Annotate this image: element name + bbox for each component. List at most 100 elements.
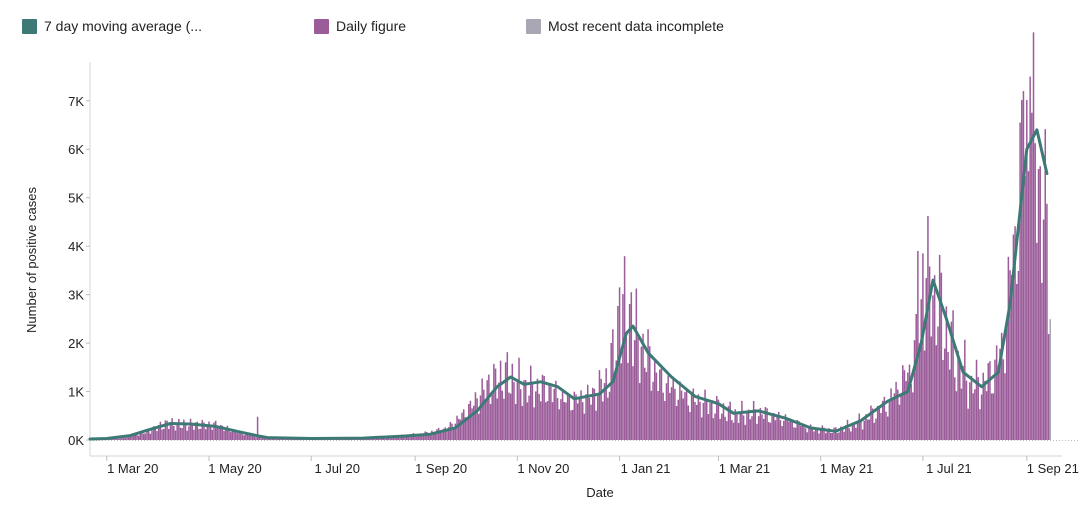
daily-bar xyxy=(856,423,859,440)
daily-bar xyxy=(558,409,560,440)
daily-bar xyxy=(684,392,686,440)
daily-bar xyxy=(590,404,592,440)
daily-bar xyxy=(938,254,941,440)
x-tick-label: 1 May 20 xyxy=(208,461,261,476)
daily-bar xyxy=(712,418,715,440)
daily-bar xyxy=(826,430,829,440)
daily-bar xyxy=(613,375,616,440)
daily-bar xyxy=(236,433,239,440)
daily-bar xyxy=(662,392,664,440)
daily-bar xyxy=(727,406,730,440)
daily-bar xyxy=(672,376,674,440)
daily-bar xyxy=(638,383,641,440)
daily-bar xyxy=(481,378,483,440)
daily-bar xyxy=(957,350,959,440)
daily-bar xyxy=(962,366,964,440)
daily-bar xyxy=(514,403,517,440)
daily-bar xyxy=(129,436,131,440)
daily-bar xyxy=(953,377,956,440)
daily-bar xyxy=(154,428,157,440)
daily-bar xyxy=(640,346,643,440)
daily-bar xyxy=(997,365,1000,440)
daily-bar xyxy=(707,414,710,440)
daily-bar xyxy=(535,391,537,440)
daily-bar xyxy=(201,419,204,440)
daily-bar xyxy=(397,437,400,440)
daily-bar xyxy=(762,418,765,440)
daily-bar xyxy=(208,421,210,440)
daily-bar xyxy=(883,396,886,440)
x-tick-label: 1 Jul 20 xyxy=(314,461,360,476)
x-tick-label: 1 Mar 21 xyxy=(719,461,770,476)
daily-bar xyxy=(811,428,814,440)
daily-bar xyxy=(126,437,128,440)
daily-bar xyxy=(824,433,827,440)
daily-bar xyxy=(243,435,245,440)
daily-bar xyxy=(191,425,193,440)
daily-bar xyxy=(213,422,215,440)
daily-bar xyxy=(943,348,946,440)
daily-bar xyxy=(1009,270,1011,440)
daily-bar xyxy=(860,420,862,440)
daily-bar xyxy=(935,345,938,440)
daily-bar xyxy=(692,388,695,440)
daily-bar xyxy=(256,416,259,440)
daily-bar xyxy=(878,406,881,440)
daily-bar xyxy=(246,433,249,440)
daily-bar xyxy=(1037,169,1040,440)
daily-bar xyxy=(575,394,577,440)
daily-bar xyxy=(1012,234,1015,440)
daily-bar xyxy=(979,409,981,440)
daily-bar xyxy=(756,423,758,440)
daily-bar xyxy=(940,272,943,440)
daily-bar xyxy=(134,433,136,440)
daily-bar xyxy=(816,428,819,440)
daily-bar xyxy=(585,394,587,440)
daily-bar xyxy=(927,215,929,440)
legend-item-daily-figure[interactable]: Daily figure xyxy=(314,18,406,34)
legend-swatch-daily-figure xyxy=(314,18,329,34)
daily-bar xyxy=(603,383,606,440)
daily-bar xyxy=(886,416,889,440)
daily-bar xyxy=(736,414,738,440)
daily-bar xyxy=(982,372,984,440)
daily-bar xyxy=(390,437,393,440)
daily-bar xyxy=(422,435,425,440)
daily-bar xyxy=(632,366,634,440)
daily-bar xyxy=(851,422,854,440)
daily-bar xyxy=(731,420,733,440)
y-tick-label: 0K xyxy=(68,433,84,448)
daily-bar xyxy=(801,426,803,440)
daily-bar xyxy=(965,380,968,440)
daily-bar xyxy=(635,288,638,440)
daily-bar xyxy=(132,434,135,440)
daily-bar xyxy=(533,407,535,440)
moving-average-line xyxy=(88,128,1049,441)
daily-bar xyxy=(437,427,440,440)
daily-bar xyxy=(767,422,770,440)
daily-bar xyxy=(702,402,705,440)
daily-bar xyxy=(786,419,788,440)
daily-bar xyxy=(898,404,901,440)
daily-bar xyxy=(845,425,847,440)
daily-bar xyxy=(643,367,646,440)
legend-item-moving-average[interactable]: 7 day moving average (... xyxy=(22,18,202,34)
daily-bar xyxy=(580,390,582,440)
daily-bar xyxy=(439,431,442,440)
legend-label-moving-average: 7 day moving average (... xyxy=(44,18,202,34)
legend-item-incomplete[interactable]: Most recent data incomplete xyxy=(526,18,724,34)
daily-bar xyxy=(178,418,180,440)
daily-bar xyxy=(920,299,922,440)
legend-label-daily-figure: Daily figure xyxy=(336,18,407,34)
daily-bar xyxy=(404,437,406,440)
daily-bar xyxy=(1041,282,1043,440)
daily-bar xyxy=(141,432,143,440)
daily-bar xyxy=(969,382,971,440)
daily-bar xyxy=(551,402,554,440)
daily-bar xyxy=(597,395,599,440)
daily-bar xyxy=(513,381,515,440)
daily-bar xyxy=(530,365,532,440)
daily-bar xyxy=(989,361,991,440)
daily-bar xyxy=(173,425,175,440)
daily-bar xyxy=(623,256,626,440)
